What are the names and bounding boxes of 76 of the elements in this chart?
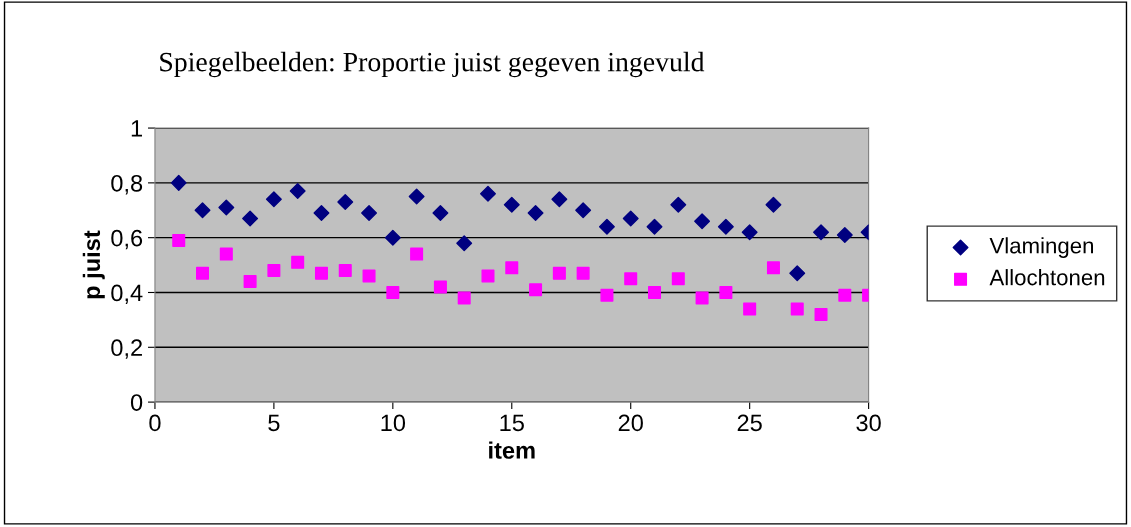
x-tick-label: 25: [737, 414, 762, 432]
point: [219, 247, 233, 261]
point: [598, 218, 615, 235]
point: [670, 196, 687, 213]
chart-title: Spiegelbeelden: Proportie juist gegeven ingevuld: [160, 51, 705, 78]
point: [505, 261, 519, 275]
point: [646, 218, 663, 235]
y-tick-label: 0,2: [111, 339, 142, 359]
point: [408, 188, 425, 205]
point: [314, 266, 328, 280]
point: [433, 280, 447, 294]
y-tick-label: 0: [130, 394, 143, 411]
point: [410, 247, 424, 261]
legend-label: Vlamingen: [989, 237, 1093, 258]
point: [624, 272, 638, 286]
x-tick-label: 30: [856, 414, 881, 432]
point: [242, 210, 259, 227]
point: [575, 202, 592, 219]
point: [694, 213, 711, 230]
point: [384, 229, 401, 246]
point: [576, 266, 590, 280]
x-tick-label: 5: [268, 414, 280, 432]
point: [291, 255, 305, 269]
point: [836, 226, 853, 243]
point: [790, 302, 804, 316]
point: [551, 191, 568, 208]
point: [170, 174, 187, 191]
point: [337, 194, 354, 211]
y-tick-label: 0,4: [111, 284, 143, 305]
x-tick-label: 15: [500, 414, 524, 432]
y-axis-title: p juist: [82, 230, 105, 299]
y-tick-label: 0,8: [111, 174, 143, 195]
y-tick-label: 0,6: [111, 229, 143, 250]
point: [313, 205, 330, 221]
point: [172, 233, 186, 247]
point: [456, 235, 473, 252]
point: [766, 261, 780, 275]
point: [717, 218, 734, 235]
point: [196, 266, 210, 280]
point: [741, 224, 758, 241]
point: [338, 264, 352, 278]
point: [527, 205, 544, 221]
point: [813, 224, 830, 241]
point: [814, 307, 828, 321]
point: [671, 272, 685, 286]
point: [361, 205, 378, 221]
point: [719, 285, 733, 299]
point: [480, 185, 496, 202]
x-tick-label: 0: [149, 414, 161, 432]
point: [529, 283, 543, 297]
point: [386, 285, 400, 299]
point: [695, 291, 709, 305]
point: [743, 302, 757, 316]
point: [838, 288, 852, 302]
x-tick-label: 10: [381, 414, 406, 432]
legend-label: Allochtonen: [989, 269, 1105, 286]
point: [503, 196, 520, 213]
point: [789, 265, 806, 282]
x-tick-label: 20: [618, 414, 643, 432]
point: [432, 205, 449, 221]
point: [648, 285, 662, 299]
point: [765, 196, 782, 213]
point: [289, 183, 306, 200]
point: [362, 269, 376, 283]
point: [265, 191, 282, 208]
point: [243, 275, 257, 289]
point: [622, 210, 639, 227]
point: [481, 269, 495, 283]
point: [552, 266, 566, 280]
x-axis-title: item: [489, 441, 535, 459]
point: [194, 202, 211, 219]
point: [267, 264, 281, 278]
point: [457, 291, 471, 305]
point: [218, 199, 235, 216]
y-tick-label: 1: [131, 120, 142, 137]
point: [600, 288, 614, 302]
